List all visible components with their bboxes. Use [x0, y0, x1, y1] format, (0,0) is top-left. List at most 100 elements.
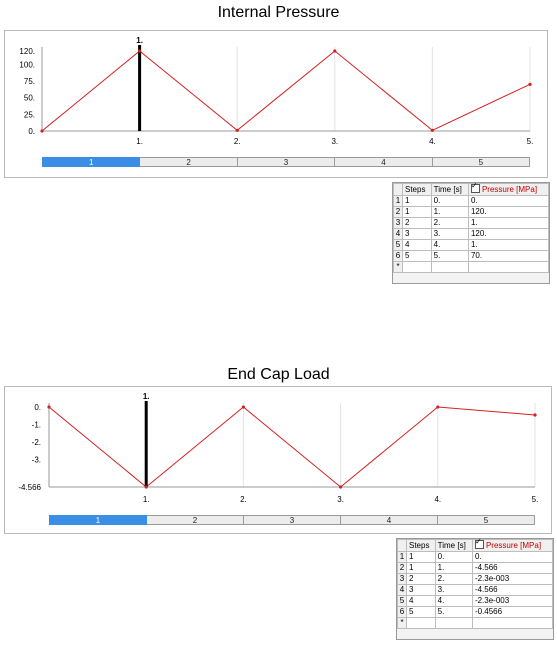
data-point[interactable]: [235, 128, 239, 132]
time-cell[interactable]: 1.: [430, 206, 469, 218]
step-cell[interactable]: 1: [402, 195, 432, 207]
step-cell[interactable]: 1: [406, 562, 436, 574]
step-segment-5[interactable]: 5: [438, 515, 535, 525]
new-row-cell[interactable]: [406, 617, 436, 629]
corner-cell: [393, 183, 403, 196]
end-cap-load-chart[interactable]: 0. -1. -2. -3. -4.566 1. 2. 3. 4. 5. 1.: [5, 387, 551, 533]
data-point[interactable]: [533, 413, 537, 417]
step-segment-3[interactable]: 3: [244, 515, 341, 525]
step-segment-5[interactable]: 5: [432, 157, 531, 167]
step-segment-3[interactable]: 3: [237, 157, 336, 167]
checkbox-icon[interactable]: [474, 537, 484, 549]
time-cell[interactable]: 3.: [430, 228, 469, 240]
new-row-cell[interactable]: [471, 617, 554, 629]
time-cell[interactable]: 4.: [434, 595, 473, 607]
value-cell[interactable]: 1.: [467, 239, 550, 251]
new-row[interactable]: *: [393, 261, 550, 273]
table-row[interactable]: 4 3 3. 120.: [393, 228, 550, 240]
time-cell[interactable]: 0.: [434, 551, 473, 563]
data-point[interactable]: [528, 82, 532, 86]
table-row[interactable]: 1 1 0. 0.: [397, 551, 554, 563]
row-number: 4: [393, 228, 403, 240]
end-cap-load-table[interactable]: Steps Time [s] Pressure [MPa] 110.0.211.…: [397, 537, 554, 629]
time-header[interactable]: Time [s]: [430, 183, 469, 196]
x-tick-label: 1.: [143, 495, 150, 504]
time-cell[interactable]: 3.: [434, 584, 473, 596]
data-point[interactable]: [339, 485, 343, 489]
step-segment-4[interactable]: 4: [335, 157, 433, 167]
data-point[interactable]: [333, 49, 337, 53]
step-cell[interactable]: 2: [402, 217, 432, 229]
step-segment-1[interactable]: 1: [49, 515, 147, 525]
time-cell[interactable]: 1.: [434, 562, 473, 574]
step-cell[interactable]: 3: [402, 228, 432, 240]
table-row[interactable]: 2 1 1. -4.566: [397, 562, 554, 574]
time-cell[interactable]: 5.: [434, 606, 473, 618]
step-cell[interactable]: 5: [402, 250, 432, 262]
step-cell[interactable]: 1: [406, 551, 436, 563]
x-tick-label: 3.: [331, 137, 338, 146]
step-cell[interactable]: 5: [406, 606, 436, 618]
step-cell[interactable]: 3: [406, 584, 436, 596]
time-header[interactable]: Time [s]: [434, 539, 473, 552]
table-row[interactable]: 5 4 4. 1.: [393, 239, 550, 251]
new-row-marker[interactable]: *: [397, 617, 407, 629]
value-cell[interactable]: -4.566: [471, 562, 554, 574]
pressure-header[interactable]: Pressure [MPa]: [467, 181, 550, 196]
new-row-marker[interactable]: *: [393, 261, 403, 273]
data-point[interactable]: [436, 405, 440, 409]
new-row-cell[interactable]: [467, 261, 550, 273]
step-segment-4[interactable]: 4: [341, 515, 438, 525]
step-segment-1[interactable]: 1: [42, 157, 141, 167]
steps-header[interactable]: Steps: [406, 539, 436, 552]
new-row-cell[interactable]: [434, 617, 473, 629]
data-point[interactable]: [241, 405, 245, 409]
data-point[interactable]: [138, 49, 142, 53]
step-segment-2[interactable]: 2: [140, 157, 238, 167]
time-cell[interactable]: 2.: [430, 217, 469, 229]
table-row[interactable]: 3 2 2. -2.3e-003: [397, 573, 554, 585]
step-cell[interactable]: 4: [406, 595, 436, 607]
new-row-cell[interactable]: [402, 261, 432, 273]
series-line: [41, 50, 531, 132]
time-cell[interactable]: 5.: [430, 250, 469, 262]
table-row[interactable]: 6 5 5. -0.4566: [397, 606, 554, 618]
new-row[interactable]: *: [397, 617, 554, 629]
internal-pressure-title: Internal Pressure: [217, 4, 340, 21]
steps-header[interactable]: Steps: [402, 183, 432, 196]
table-row[interactable]: 2 1 1. 120.: [393, 206, 550, 218]
value-cell[interactable]: -4.566: [471, 584, 554, 596]
new-row-cell[interactable]: [430, 261, 469, 273]
table-row[interactable]: 4 3 3. -4.566: [397, 584, 554, 596]
value-cell[interactable]: 70.: [467, 250, 550, 262]
time-cell[interactable]: 4.: [430, 239, 469, 251]
step-cell[interactable]: 1: [402, 206, 432, 218]
value-cell[interactable]: 120.: [467, 228, 550, 240]
table-row[interactable]: 6 5 5. 70.: [393, 250, 550, 262]
step-cell[interactable]: 4: [402, 239, 432, 251]
value-cell[interactable]: 1.: [467, 217, 550, 229]
data-point[interactable]: [40, 129, 44, 133]
time-cell[interactable]: 2.: [434, 573, 473, 585]
table-row[interactable]: 5 4 4. -2.3e-003: [397, 595, 554, 607]
pressure-header[interactable]: Pressure [MPa]: [471, 537, 554, 552]
value-cell[interactable]: 0.: [471, 551, 554, 563]
table-row[interactable]: 3 2 2. 1.: [393, 217, 550, 229]
value-cell[interactable]: -0.4566: [471, 606, 554, 618]
checkbox-icon[interactable]: [470, 181, 480, 193]
data-point[interactable]: [144, 485, 148, 489]
data-point[interactable]: [430, 128, 434, 132]
value-cell[interactable]: -2.3e-003: [471, 573, 554, 585]
data-point[interactable]: [47, 405, 51, 409]
value-cell[interactable]: 120.: [467, 206, 550, 218]
table-row[interactable]: 1 1 0. 0.: [393, 195, 550, 207]
value-cell[interactable]: -2.3e-003: [471, 595, 554, 607]
internal-pressure-table[interactable]: Steps Time [s] Pressure [MPa] 110.0.211.…: [393, 181, 550, 273]
time-cell[interactable]: 0.: [430, 195, 469, 207]
y-tick-label: 120.: [19, 47, 35, 56]
internal-pressure-chart[interactable]: 120. 100. 75. 50. 25. 0. 1. 2. 3. 4. 5. 1.: [5, 31, 547, 177]
value-cell[interactable]: 0.: [467, 195, 550, 207]
y-tick-label: -1.: [32, 421, 41, 430]
step-segment-2[interactable]: 2: [147, 515, 244, 525]
step-cell[interactable]: 2: [406, 573, 436, 585]
